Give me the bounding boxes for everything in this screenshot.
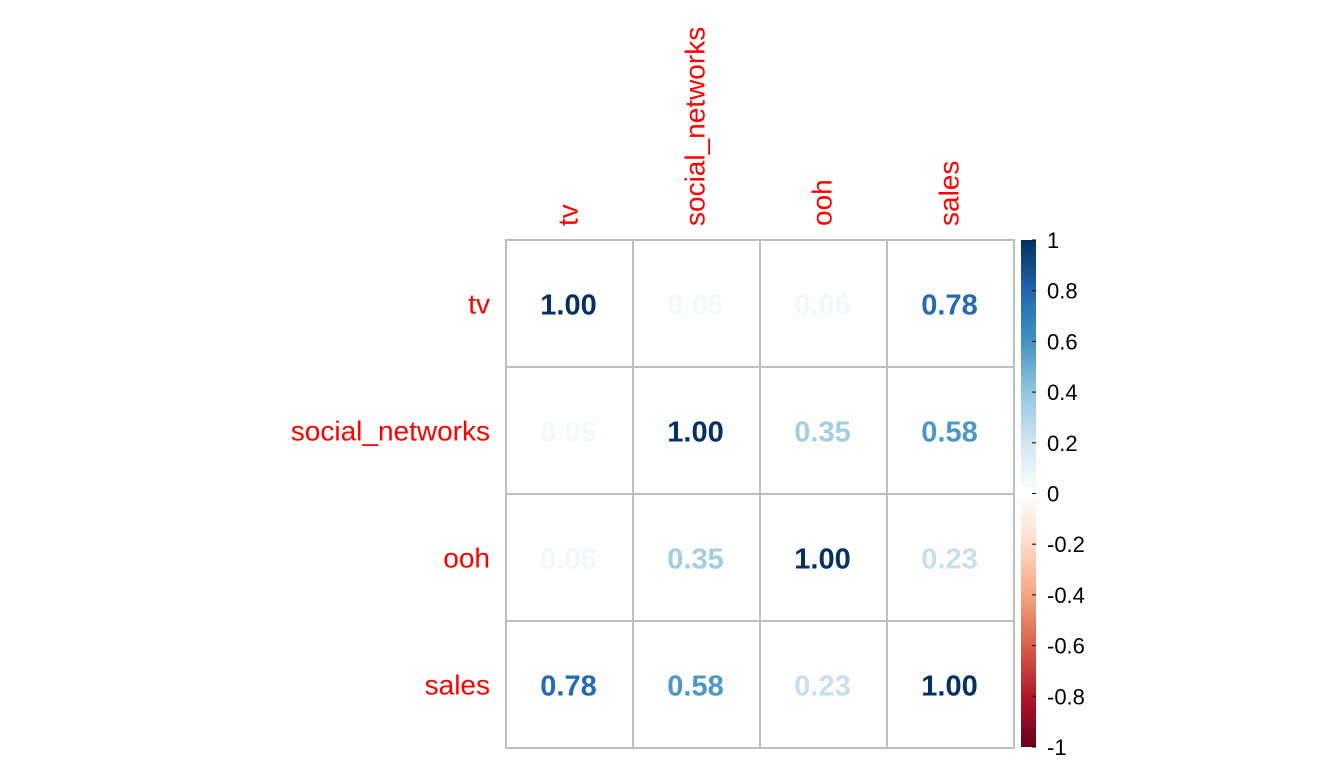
color-legend: 1 0.8 0.6 0.4 0.2 0 -0.2 -0.4 -0.6 -0.8 -1 <box>1021 228 1085 760</box>
correlation-value: 0.78 <box>921 290 977 322</box>
color-legend-label: -1 <box>1047 735 1067 760</box>
color-legend-label: 0.2 <box>1047 431 1078 456</box>
matrix-cell <box>886 366 1015 495</box>
color-legend-label: 0.4 <box>1047 380 1078 405</box>
correlation-value: 0.23 <box>794 671 850 703</box>
correlation-value: 0.06 <box>794 290 850 322</box>
correlation-value: 0.78 <box>540 671 596 703</box>
column-label-tv: tv <box>553 204 584 226</box>
correlation-value: 0.05 <box>667 290 723 322</box>
correlation-value: 0.35 <box>794 417 850 449</box>
color-legend-label: -0.4 <box>1047 583 1085 608</box>
matrix-cell <box>632 366 761 495</box>
matrix-cell <box>886 620 1015 749</box>
row-label-sales: sales <box>425 670 490 701</box>
row-label-ooh: ooh <box>443 543 490 574</box>
matrix-cell <box>632 493 761 622</box>
color-legend-label: -0.8 <box>1047 684 1085 709</box>
correlation-matrix: 1.00 0.05 0.06 0.78 0.05 1.00 0.35 0.58 0.06 0.35… <box>505 239 1015 749</box>
correlation-value: 0.58 <box>667 671 723 703</box>
color-legend-label: -0.2 <box>1047 532 1085 557</box>
column-label-social-networks: social_networks <box>680 27 711 226</box>
column-label-ooh: ooh <box>807 179 838 226</box>
color-legend-label: 0.8 <box>1047 279 1078 304</box>
matrix-cell <box>632 620 761 749</box>
row-label-social-networks: social_networks <box>291 416 490 447</box>
correlation-value: 1.00 <box>540 290 596 322</box>
color-legend-label: 0 <box>1047 482 1059 507</box>
color-legend-label: 1 <box>1047 228 1059 253</box>
matrix-cell <box>759 239 888 368</box>
correlation-value: 0.05 <box>540 417 596 449</box>
color-legend-label: -0.6 <box>1047 634 1085 659</box>
correlation-value: 0.35 <box>667 544 723 576</box>
correlation-value: 1.00 <box>794 544 850 576</box>
correlation-value: 0.23 <box>921 544 977 576</box>
matrix-cell <box>632 239 761 368</box>
color-legend-bar <box>1021 240 1036 747</box>
matrix-cell <box>505 620 634 749</box>
column-label-sales: sales <box>934 161 965 226</box>
row-label-tv: tv <box>468 289 490 320</box>
correlation-value: 0.06 <box>540 544 596 576</box>
correlation-value: 1.00 <box>921 671 977 703</box>
color-legend-label: 0.6 <box>1047 329 1078 354</box>
matrix-cell <box>886 493 1015 622</box>
matrix-cell <box>886 239 1015 368</box>
correlation-value: 1.00 <box>667 417 723 449</box>
matrix-cell <box>505 239 634 368</box>
correlation-value: 0.58 <box>921 417 977 449</box>
